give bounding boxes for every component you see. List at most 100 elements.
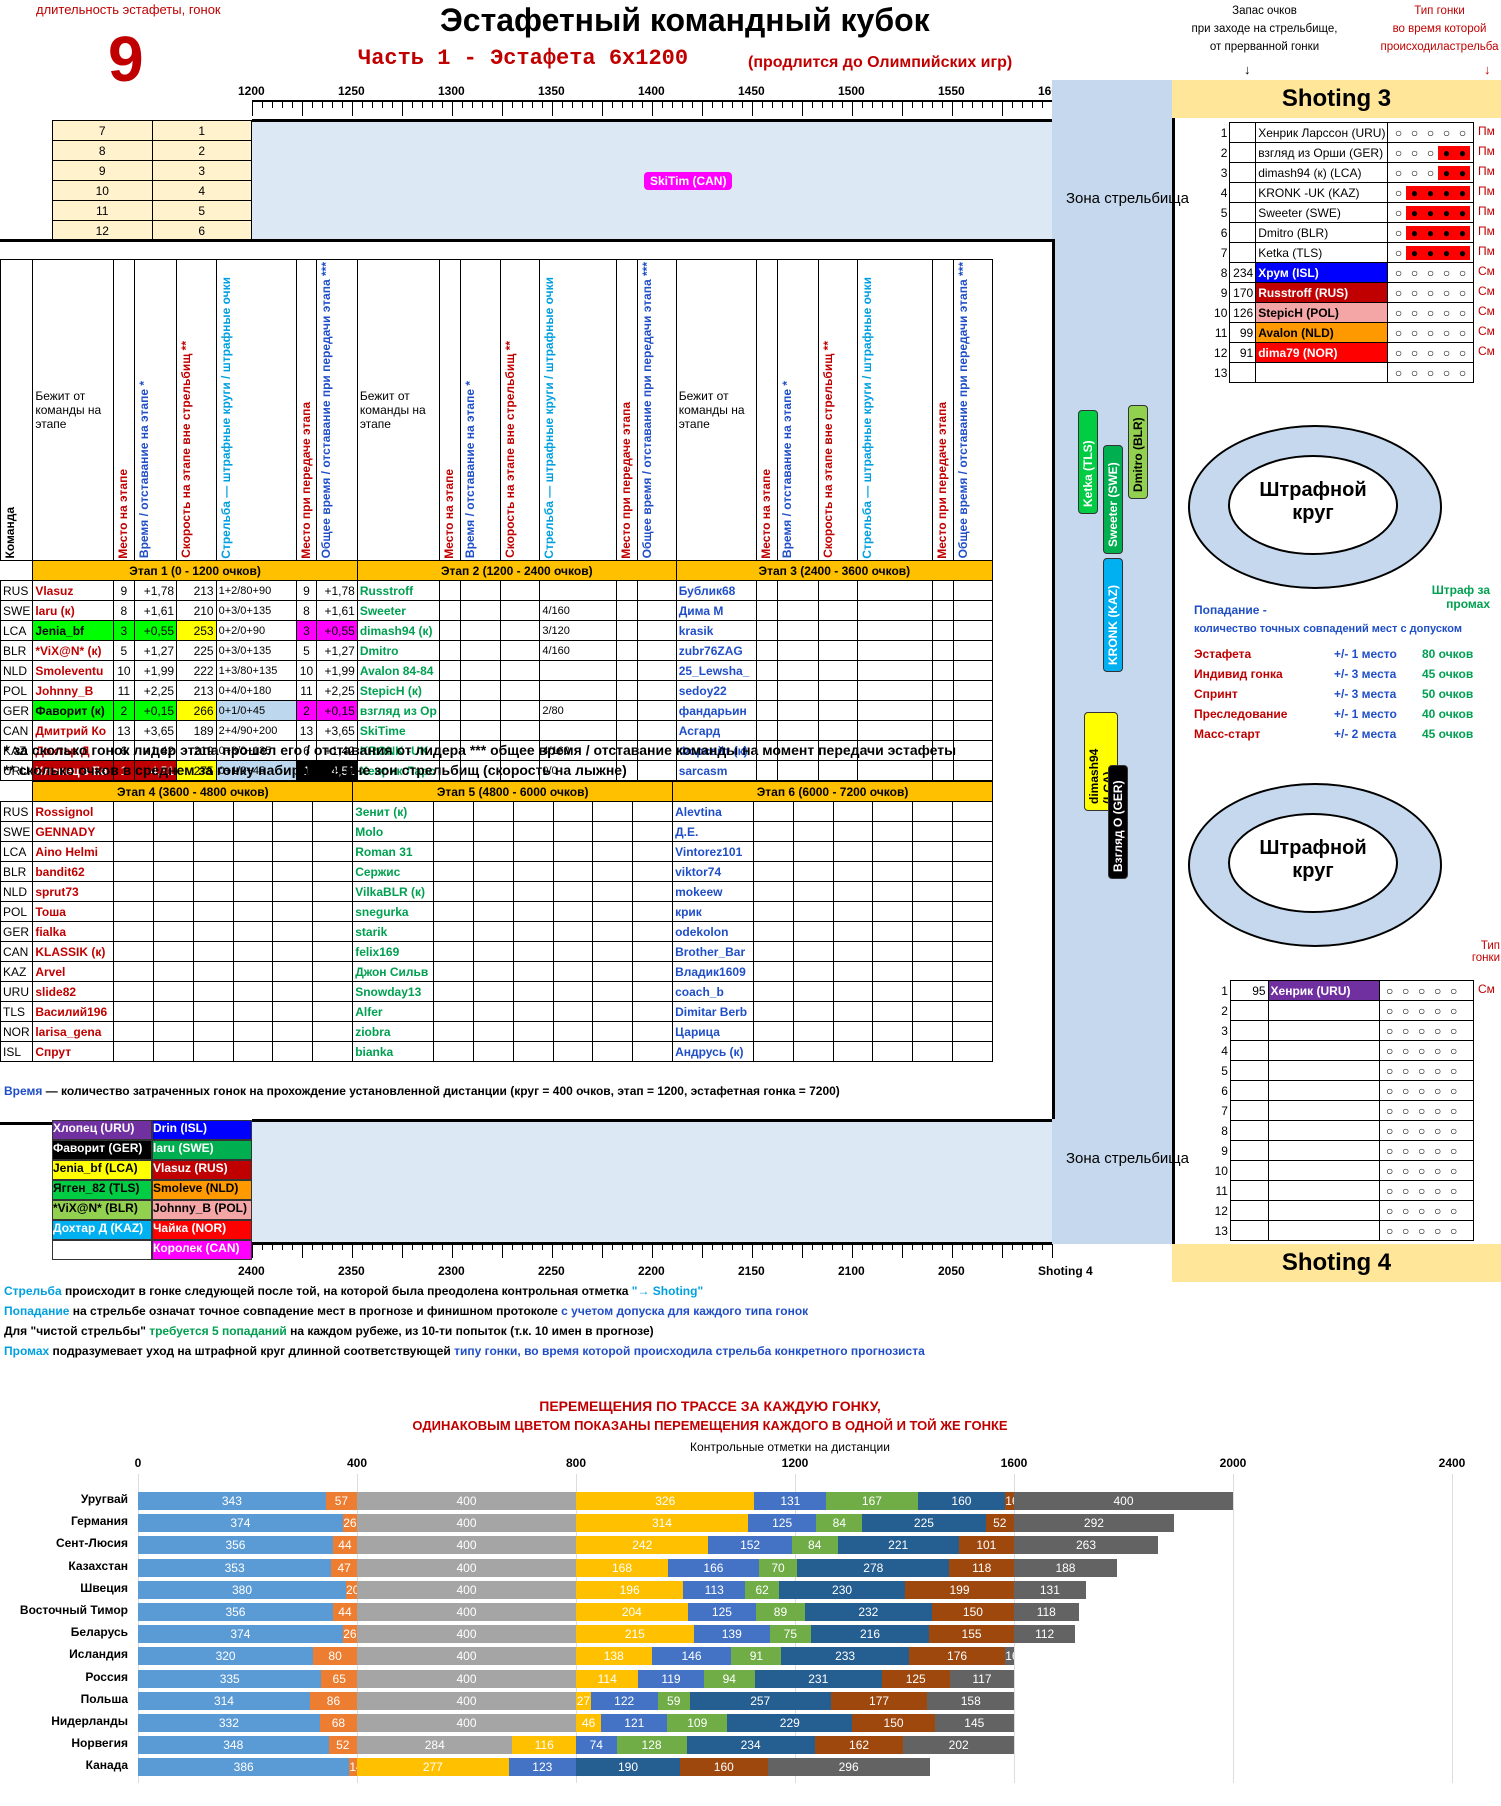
shooting-name[interactable]: dima79 (NOR) <box>1255 342 1389 363</box>
runner-name[interactable]: Dimitar Berb <box>672 1001 755 1022</box>
runner-name[interactable]: VilkaBLR (к) <box>352 881 435 902</box>
runner-name[interactable]: Russtroff <box>356 580 440 602</box>
shooting-name[interactable]: Avalon (NLD) <box>1255 322 1389 343</box>
runner-name[interactable]: Форсайт (к) <box>675 740 758 762</box>
runner-name[interactable]: felix169 <box>352 941 435 962</box>
runner-name[interactable]: Roman 31 <box>352 841 435 862</box>
runner-name[interactable]: starik <box>352 921 435 942</box>
runner-name[interactable]: 25_Lewsha_ <box>675 660 758 682</box>
shooting-name[interactable]: KRONK -UK (KAZ) <box>1255 182 1389 203</box>
runner-name[interactable]: Johnny_B <box>32 680 114 702</box>
runner-name[interactable]: sprut73 <box>32 881 115 902</box>
shooting-name[interactable] <box>1267 1060 1380 1081</box>
shooting-name[interactable]: Sweeter (SWE) <box>1255 202 1389 223</box>
runner-name[interactable]: Дмитрий Ко <box>32 720 114 742</box>
runner-name[interactable]: *ViX@N* (к) <box>32 640 114 662</box>
runner-name[interactable]: Dmitro <box>356 640 440 662</box>
runner-name[interactable]: snegurka <box>352 901 435 922</box>
shooting-name[interactable] <box>1267 1160 1380 1181</box>
runner-name[interactable]: Aino Helmi <box>32 841 115 862</box>
runner-name[interactable]: Molo <box>352 821 435 842</box>
runner-name[interactable]: krasik <box>675 620 758 642</box>
runner-name[interactable]: фандарьин <box>675 700 758 722</box>
track-marker[interactable]: Ketka (TLS) <box>1078 410 1098 514</box>
shooting-name[interactable]: dimash94 (к) (LCA) <box>1255 162 1389 183</box>
runner-name[interactable]: Владик1609 <box>672 961 755 982</box>
runner-name[interactable]: Arvel <box>32 961 115 982</box>
runner-name[interactable]: Джон Сильв <box>352 961 435 982</box>
runner-name[interactable]: SkiTime <box>356 720 440 742</box>
track-marker[interactable]: Взгляд О (GER) <box>1108 765 1128 879</box>
runner-name[interactable]: Дохтар Д <box>32 740 114 762</box>
runner-name[interactable]: slide82 <box>32 981 115 1002</box>
runner-name[interactable]: dimash94 (к) <box>356 620 440 642</box>
skitim-marker[interactable]: SkiTim (CAN) <box>644 172 733 190</box>
shooting-name[interactable] <box>1255 362 1389 383</box>
runner-name[interactable]: Спрут <box>32 1041 115 1062</box>
runner-name[interactable]: GENNADY <box>32 821 115 842</box>
track-marker[interactable]: Dmitro (BLR) <box>1128 405 1148 499</box>
shooting-name[interactable] <box>1267 1040 1380 1061</box>
track-marker[interactable]: Sweeter (SWE) <box>1103 445 1123 554</box>
runner-name[interactable]: odekolon <box>672 921 755 942</box>
shooting-name[interactable] <box>1267 1180 1380 1201</box>
runner-name[interactable]: Avalon 84-84 <box>356 660 440 682</box>
runner-name[interactable]: sedoy22 <box>675 680 758 702</box>
shooting-name[interactable] <box>1267 1120 1380 1141</box>
runner-name[interactable]: Дима М <box>675 600 758 622</box>
runner-name[interactable]: bianka <box>352 1041 435 1062</box>
runner-name[interactable]: bandit62 <box>32 861 115 882</box>
runner-name[interactable]: Д.Е. <box>672 821 755 842</box>
runner-name[interactable]: Vlasuz <box>32 580 114 602</box>
runner-name[interactable]: Тоша <box>32 901 115 922</box>
runner-name[interactable]: Бублик68 <box>675 580 758 602</box>
runner-name[interactable]: взгляд из Ор <box>356 700 440 722</box>
runner-name[interactable]: KLASSIK (к) <box>32 941 115 962</box>
runner-name[interactable]: Зенит (к) <box>352 801 435 822</box>
runner-name[interactable]: mokeew <box>672 881 755 902</box>
runner-name[interactable]: Brother_Bar <box>672 941 755 962</box>
runner-name[interactable]: Alevtina <box>672 801 755 822</box>
runner-name[interactable]: Хлопец з Ба <box>32 760 114 782</box>
shooting-name[interactable] <box>1267 1100 1380 1121</box>
shooting-name[interactable] <box>1267 1080 1380 1101</box>
runner-name[interactable]: Андрусь (к) <box>672 1041 755 1062</box>
runner-name[interactable]: Alfer <box>352 1001 435 1022</box>
shooting-name[interactable] <box>1267 1220 1380 1241</box>
runner-name[interactable]: Царица <box>672 1021 755 1042</box>
runner-name[interactable]: Sweeter <box>356 600 440 622</box>
shooting-name[interactable] <box>1267 1200 1380 1221</box>
shooting-name[interactable]: взгляд из Орши (GER) <box>1255 142 1389 163</box>
runner-name[interactable]: StepicH (к) <box>356 680 440 702</box>
runner-name[interactable]: Jenia_bf <box>32 620 114 642</box>
shooting-name[interactable]: Хенрик Ларссон (URU) <box>1255 122 1389 143</box>
shooting-name[interactable]: Хенрик (URU) <box>1267 980 1380 1001</box>
runner-name[interactable]: ziobra <box>352 1021 435 1042</box>
runner-name[interactable]: larisa_gena <box>32 1021 115 1042</box>
runner-name[interactable]: крик <box>672 901 755 922</box>
shooting-name[interactable]: Russtroff (RUS) <box>1255 282 1389 303</box>
shooting-name[interactable]: Хрум (ISL) <box>1255 262 1389 283</box>
runner-name[interactable]: Асгард <box>675 720 758 742</box>
shooting-name[interactable]: Dmitro (BLR) <box>1255 222 1389 243</box>
shooting-name[interactable]: StepicH (POL) <box>1255 302 1389 323</box>
track-marker[interactable]: KRONK (KAZ) <box>1103 558 1123 672</box>
runner-name[interactable]: Snowday13 <box>352 981 435 1002</box>
runner-name[interactable]: laru (к) <box>32 600 114 622</box>
shooting-name[interactable] <box>1267 1140 1380 1161</box>
runner-name[interactable]: Rossignol <box>32 801 115 822</box>
runner-name[interactable]: Фаворит (к) <box>32 700 114 722</box>
shooting-name[interactable] <box>1267 1000 1380 1021</box>
runner-name[interactable]: Хенрик Ларс <box>356 760 440 782</box>
runner-name[interactable]: coach_b <box>672 981 755 1002</box>
shooting-name[interactable] <box>1267 1020 1380 1041</box>
runner-name[interactable]: zubr76ZAG <box>675 640 758 662</box>
runner-name[interactable]: Smoleventu <box>32 660 114 682</box>
runner-name[interactable]: Vintorez101 <box>672 841 755 862</box>
runner-name[interactable]: sarcasm <box>675 760 758 782</box>
runner-name[interactable]: viktor74 <box>672 861 755 882</box>
runner-name[interactable]: fialka <box>32 921 115 942</box>
runner-name[interactable]: Сержис <box>352 861 435 882</box>
shooting-name[interactable]: Ketka (TLS) <box>1255 242 1389 263</box>
runner-name[interactable]: Василий196 <box>32 1001 115 1022</box>
